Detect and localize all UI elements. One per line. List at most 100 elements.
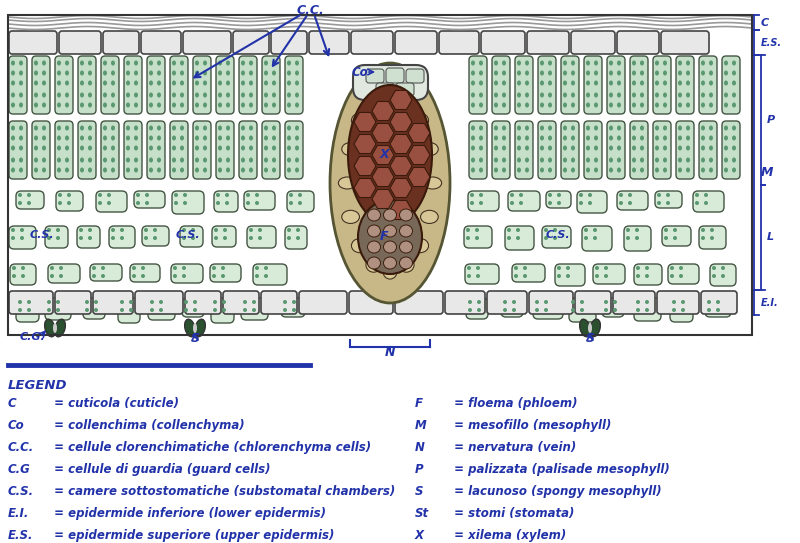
Ellipse shape	[243, 308, 247, 312]
FancyBboxPatch shape	[16, 191, 44, 209]
Ellipse shape	[655, 136, 659, 141]
FancyBboxPatch shape	[571, 31, 615, 54]
Ellipse shape	[173, 266, 177, 270]
Ellipse shape	[617, 71, 621, 75]
FancyBboxPatch shape	[216, 56, 234, 114]
Ellipse shape	[724, 80, 728, 85]
Ellipse shape	[126, 103, 130, 108]
Ellipse shape	[94, 300, 98, 304]
FancyBboxPatch shape	[533, 298, 563, 319]
Ellipse shape	[663, 71, 667, 75]
Ellipse shape	[11, 92, 15, 98]
FancyBboxPatch shape	[584, 121, 602, 179]
Ellipse shape	[252, 308, 256, 312]
Text: E.S.: E.S.	[8, 529, 34, 542]
Ellipse shape	[226, 80, 230, 85]
Ellipse shape	[126, 92, 130, 98]
Ellipse shape	[594, 92, 598, 98]
Ellipse shape	[80, 80, 84, 85]
Ellipse shape	[203, 125, 207, 130]
FancyBboxPatch shape	[527, 31, 569, 54]
Ellipse shape	[399, 209, 413, 221]
Ellipse shape	[57, 80, 61, 85]
Ellipse shape	[65, 167, 69, 173]
Ellipse shape	[571, 300, 575, 304]
Ellipse shape	[88, 236, 92, 240]
Ellipse shape	[367, 241, 381, 253]
Ellipse shape	[65, 92, 69, 98]
Ellipse shape	[571, 71, 575, 75]
Ellipse shape	[65, 146, 69, 150]
Ellipse shape	[67, 201, 71, 205]
Ellipse shape	[107, 201, 111, 205]
Ellipse shape	[655, 167, 659, 173]
Ellipse shape	[367, 225, 381, 237]
Ellipse shape	[594, 80, 598, 85]
Ellipse shape	[226, 136, 230, 141]
Ellipse shape	[172, 71, 176, 75]
FancyBboxPatch shape	[223, 291, 259, 314]
FancyBboxPatch shape	[515, 121, 533, 179]
Ellipse shape	[655, 71, 659, 75]
Ellipse shape	[686, 125, 690, 130]
Ellipse shape	[57, 92, 61, 98]
FancyBboxPatch shape	[9, 31, 57, 54]
Ellipse shape	[295, 60, 299, 66]
Ellipse shape	[136, 201, 140, 205]
FancyBboxPatch shape	[353, 65, 428, 100]
FancyBboxPatch shape	[211, 298, 234, 323]
Ellipse shape	[613, 300, 617, 304]
Ellipse shape	[126, 80, 130, 85]
Ellipse shape	[241, 157, 245, 162]
Ellipse shape	[221, 274, 225, 278]
FancyBboxPatch shape	[241, 298, 268, 320]
Ellipse shape	[724, 103, 728, 108]
Ellipse shape	[586, 146, 590, 150]
Ellipse shape	[479, 193, 483, 197]
Ellipse shape	[732, 125, 736, 130]
Ellipse shape	[525, 71, 529, 75]
Ellipse shape	[686, 60, 690, 66]
Ellipse shape	[145, 201, 149, 205]
Text: = epidermide inferiore (lower epidermis): = epidermide inferiore (lower epidermis)	[50, 507, 326, 520]
FancyBboxPatch shape	[253, 264, 287, 285]
Ellipse shape	[681, 308, 685, 312]
Ellipse shape	[383, 209, 397, 221]
Ellipse shape	[19, 146, 23, 150]
Ellipse shape	[172, 146, 176, 150]
FancyBboxPatch shape	[634, 298, 661, 321]
Ellipse shape	[635, 228, 639, 232]
Text: = camere sottostomatiche (substomatal chambers): = camere sottostomatiche (substomatal ch…	[50, 485, 395, 498]
FancyBboxPatch shape	[45, 226, 68, 248]
Ellipse shape	[172, 60, 176, 66]
FancyBboxPatch shape	[657, 291, 699, 314]
Ellipse shape	[594, 146, 598, 150]
FancyBboxPatch shape	[171, 264, 203, 283]
Ellipse shape	[195, 60, 199, 66]
Ellipse shape	[157, 136, 161, 141]
Ellipse shape	[502, 80, 506, 85]
Ellipse shape	[19, 125, 23, 130]
Ellipse shape	[67, 193, 71, 197]
Ellipse shape	[701, 92, 705, 98]
Text: E.S.: E.S.	[761, 37, 782, 47]
Ellipse shape	[42, 60, 46, 66]
Ellipse shape	[80, 103, 84, 108]
Ellipse shape	[657, 193, 661, 197]
Ellipse shape	[85, 308, 89, 312]
Ellipse shape	[120, 308, 124, 312]
Ellipse shape	[134, 103, 138, 108]
Ellipse shape	[241, 92, 245, 98]
Ellipse shape	[92, 274, 96, 278]
Ellipse shape	[544, 236, 548, 240]
Ellipse shape	[553, 228, 557, 232]
Ellipse shape	[517, 167, 521, 173]
Ellipse shape	[249, 157, 253, 162]
Ellipse shape	[298, 201, 302, 205]
Ellipse shape	[149, 157, 153, 162]
FancyBboxPatch shape	[613, 291, 655, 314]
Ellipse shape	[11, 136, 15, 141]
Ellipse shape	[180, 103, 184, 108]
Ellipse shape	[517, 71, 521, 75]
Ellipse shape	[724, 71, 728, 75]
